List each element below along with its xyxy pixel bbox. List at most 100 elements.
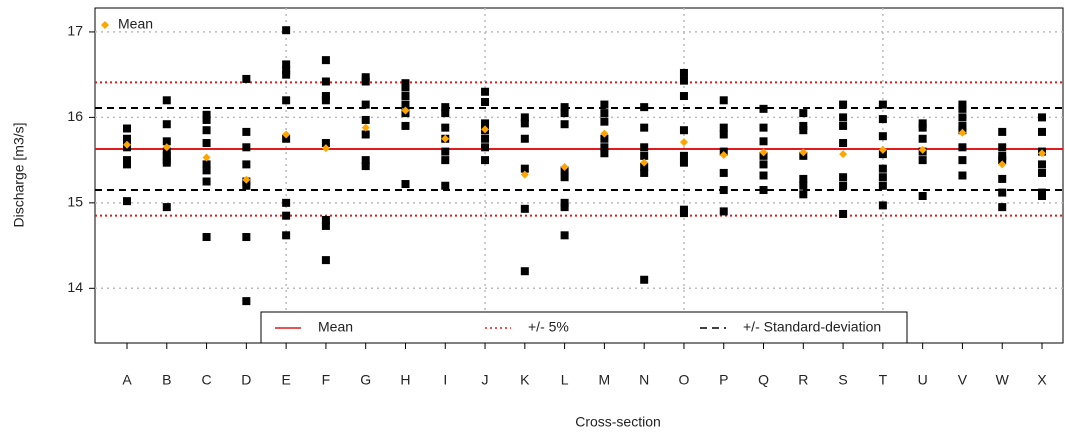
observation-point <box>998 127 1007 136</box>
observation-point <box>520 113 529 122</box>
observation-point <box>282 70 291 79</box>
x-tick-label: E <box>281 372 290 388</box>
mean-marker <box>719 150 728 159</box>
x-tick-label: K <box>520 372 530 388</box>
observation-point <box>679 68 688 77</box>
observation-point <box>162 147 171 156</box>
observation-point <box>1038 192 1046 201</box>
observation-point <box>242 233 251 242</box>
mean-marker <box>998 160 1007 169</box>
observation-point <box>839 113 848 122</box>
legend-label: Mean <box>318 319 353 335</box>
observation-point <box>998 174 1007 183</box>
observation-point <box>560 109 569 118</box>
observation-point <box>321 92 330 101</box>
observation-point <box>401 100 410 109</box>
mean-marker <box>1038 149 1046 158</box>
observation-point <box>520 164 529 173</box>
observation-point <box>998 151 1007 160</box>
mean-marker <box>162 143 171 152</box>
observation-point <box>998 156 1007 165</box>
observation-point <box>202 233 211 242</box>
mean-marker <box>520 170 529 179</box>
observation-point <box>481 134 490 143</box>
observation-point <box>202 160 211 169</box>
observation-point <box>242 160 251 169</box>
observation-point <box>321 77 330 86</box>
observation-point <box>401 121 410 130</box>
observation-point <box>799 126 808 135</box>
legend-label: Mean <box>118 16 153 32</box>
observation-point <box>640 168 649 177</box>
mean-marker <box>321 144 330 153</box>
observation-point <box>958 113 967 122</box>
mean-marker <box>242 175 251 184</box>
observation-point <box>719 207 728 216</box>
observation-point <box>759 160 768 169</box>
observation-point <box>401 92 410 101</box>
mean-marker <box>282 130 291 139</box>
x-tick-label: I <box>443 372 447 388</box>
observation-point <box>878 100 887 109</box>
mean-marker <box>679 138 688 147</box>
observation-point <box>481 119 490 128</box>
observation-point <box>600 134 609 143</box>
x-tick-label: P <box>719 372 728 388</box>
x-tick-label: O <box>679 372 690 388</box>
observation-point <box>401 79 410 88</box>
x-tick-label: W <box>996 372 1010 388</box>
observation-point <box>282 231 291 240</box>
observation-point <box>202 139 211 148</box>
observation-point <box>361 130 370 139</box>
observation-point <box>878 150 887 159</box>
x-tick-label: C <box>202 372 212 388</box>
observation-point <box>242 181 251 190</box>
x-tick-label: U <box>918 372 928 388</box>
observation-point <box>1038 168 1046 177</box>
observation-point <box>560 231 569 240</box>
mean-marker <box>958 128 967 137</box>
legend-marker <box>101 21 109 29</box>
observation-point <box>719 186 728 195</box>
observation-point <box>520 204 529 213</box>
observation-point <box>560 173 569 182</box>
observation-point <box>282 26 291 35</box>
mean-marker <box>361 123 370 132</box>
mean-marker <box>640 158 649 167</box>
observation-point <box>759 104 768 113</box>
observation-point <box>162 120 171 129</box>
observation-point <box>878 181 887 190</box>
observation-point <box>679 92 688 101</box>
mean-marker <box>918 145 927 154</box>
observation-point <box>162 137 171 146</box>
observation-point <box>520 119 529 128</box>
y-tick-label: 14 <box>67 279 83 295</box>
observation-point <box>839 100 848 109</box>
observation-point <box>123 134 131 143</box>
observation-point <box>282 60 291 69</box>
x-tick-label: D <box>241 372 251 388</box>
observation-point <box>918 123 927 132</box>
x-tick-label: M <box>599 372 611 388</box>
observation-point <box>162 158 171 167</box>
observation-point <box>600 100 609 109</box>
observation-point <box>123 124 131 133</box>
mean-marker <box>401 106 410 115</box>
observation-point <box>918 192 927 201</box>
x-tick-label: Q <box>758 372 769 388</box>
observation-point <box>799 121 808 130</box>
observation-point <box>719 123 728 132</box>
observation-point <box>242 143 251 152</box>
observation-point <box>759 186 768 195</box>
observation-point <box>242 74 251 83</box>
observation-point <box>878 164 887 173</box>
x-tick-label: V <box>958 372 968 388</box>
y-tick-label: 15 <box>67 194 83 210</box>
observation-point <box>321 96 330 105</box>
observation-point <box>958 121 967 130</box>
observation-point <box>282 211 291 220</box>
observation-point <box>361 73 370 82</box>
x-tick-label: R <box>798 372 808 388</box>
observation-point <box>242 127 251 136</box>
